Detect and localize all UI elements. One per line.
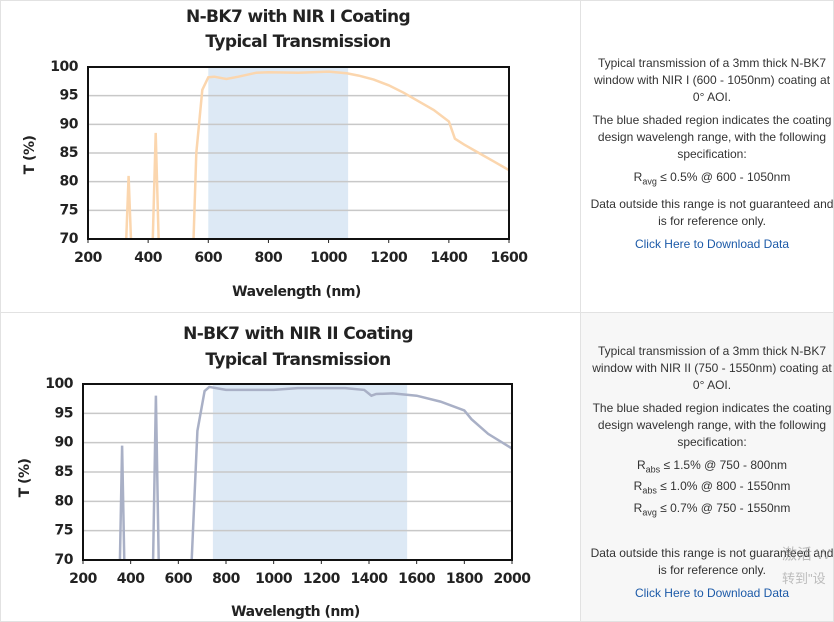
x-tick-label: 1200 <box>370 250 408 266</box>
x-tick-label: 1800 <box>446 571 484 587</box>
note: Data outside this range is not guarantee… <box>590 546 834 578</box>
x-tick-label: 1200 <box>303 571 341 587</box>
watermark: 激活 W <box>782 546 831 563</box>
y-tick-label: 100 <box>45 376 73 392</box>
x-tick-label: 600 <box>194 250 222 266</box>
description: Typical transmission of a 3mm thick N-BK… <box>590 55 834 253</box>
spec-symbol: R <box>633 170 643 184</box>
spec-block: Rabs ≤ 1.5% @ 750 - 800nm Rabs ≤ 1.0% @ 8… <box>590 457 834 521</box>
x-tick-label: 1400 <box>430 250 468 266</box>
desc-cell <box>580 312 834 622</box>
x-tick-label: 600 <box>164 571 192 587</box>
y-tick-label: 75 <box>55 523 73 539</box>
chart-subtitle: Typical Transmission <box>205 350 390 370</box>
paragraph: Typical transmission of a 3mm thick N-BK… <box>592 344 832 392</box>
watermark: 转到"设 <box>782 571 826 586</box>
chart: N-BK7 with NIR II Coating Typical Transmi… <box>17 324 532 619</box>
x-tick-label: 2000 <box>494 571 532 587</box>
data-line <box>118 385 512 560</box>
x-tick-label: 200 <box>74 250 102 266</box>
x-tick-label: 1000 <box>255 571 293 587</box>
spec-text: ≤ 0.5% @ 600 - 1050nm <box>656 170 791 184</box>
y-tick-label: 80 <box>60 174 79 190</box>
y-tick-label: 100 <box>50 59 78 75</box>
plot-frame <box>87 66 510 240</box>
y-tick-label: 90 <box>55 435 74 451</box>
note: Data outside this range is not guarantee… <box>590 197 834 229</box>
x-tick-label: 1400 <box>351 571 389 587</box>
y-tick-label: 90 <box>60 116 79 132</box>
download-link[interactable]: Click Here to Download Data <box>634 237 790 252</box>
x-tick-label: 1600 <box>398 571 436 587</box>
x-tick-label: 400 <box>117 571 145 587</box>
y-axis-label: T (%) <box>22 136 38 175</box>
y-tick-label: 85 <box>60 145 78 161</box>
spec-symbol: R <box>636 458 646 472</box>
y-tick-label: 95 <box>55 405 73 421</box>
spec: Rabs ≤ 1.0% @ 800 - 1550nm <box>590 478 834 499</box>
spec: Ravg ≤ 0.7% @ 750 - 1550nm <box>590 500 834 521</box>
spec-sub: avg <box>642 507 657 518</box>
y-tick-label: 80 <box>55 493 74 509</box>
x-axis-label: Wavelength (nm) <box>232 284 361 300</box>
y-tick-label: 70 <box>60 231 79 247</box>
x-tick-label: 200 <box>69 571 97 587</box>
data-line <box>124 70 509 239</box>
spec: Rabs ≤ 1.5% @ 750 - 800nm <box>590 457 834 478</box>
chart-title: N-BK7 with NIR II Coating <box>183 324 413 344</box>
x-tick-label: 1000 <box>310 250 348 266</box>
chart-subtitle: Typical Transmission <box>205 32 390 52</box>
spec-block: Ravg ≤ 0.5% @ 600 - 1050nm <box>590 169 834 190</box>
spec-text: ≤ 1.0% @ 800 - 1550nm <box>656 479 791 494</box>
chart-title: N-BK7 with NIR I Coating <box>186 7 410 27</box>
chart: N-BK7 with NIR I Coating Typical Transmis… <box>22 7 529 300</box>
y-tick-label: 75 <box>60 202 78 218</box>
spec: Ravg ≤ 0.5% @ 600 - 1050nm <box>590 169 834 190</box>
spec-text: ≤ 0.7% @ 750 - 1550nm <box>656 500 791 515</box>
y-tick-label: 70 <box>55 552 74 568</box>
x-tick-label: 800 <box>212 571 240 587</box>
spec-text: ≤ 1.5% @ 750 - 800nm <box>660 458 788 472</box>
download-link[interactable]: Click Here to Download Data <box>634 586 790 601</box>
description: Typical transmission of a 3mm thick N-BK… <box>590 343 834 602</box>
y-tick-label: 85 <box>55 464 73 480</box>
paragraph: The blue shaded region indicates the coa… <box>592 113 832 161</box>
paragraph: The blue shaded region indicates the coa… <box>592 401 832 449</box>
y-tick-label: 95 <box>60 88 78 104</box>
spec-sub: avg <box>642 176 657 187</box>
x-tick-label: 1600 <box>491 250 529 266</box>
spec-sub: abs <box>642 485 657 496</box>
plot-frame <box>82 383 513 561</box>
y-axis-label: T (%) <box>17 459 33 498</box>
x-axis-label: Wavelength (nm) <box>231 604 360 619</box>
paragraph: Typical transmission of a 3mm thick N-BK… <box>593 56 831 104</box>
spec-sub: abs <box>645 464 661 475</box>
spec-symbol: R <box>633 479 643 494</box>
spec-symbol: R <box>633 500 643 515</box>
x-tick-label: 400 <box>134 250 162 266</box>
x-tick-label: 800 <box>255 250 283 266</box>
